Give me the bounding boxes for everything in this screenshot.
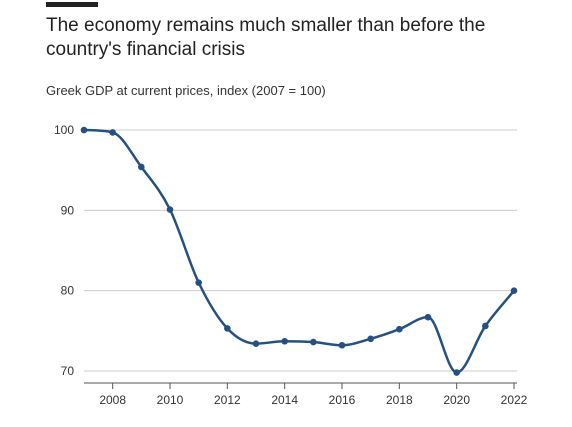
- data-point: [424, 313, 432, 321]
- tick-labels: 70 80 90 100 2008 2010 2012 2014 2016 2018 2020 202…: [54, 123, 528, 407]
- y-tick-label: 90: [61, 203, 75, 217]
- x-tick-label: 2010: [157, 393, 184, 407]
- data-point: [252, 340, 260, 347]
- x-tick-label: 2016: [329, 393, 356, 407]
- y-tick-label: 100: [54, 123, 74, 137]
- data-point: [510, 287, 518, 294]
- data-point: [224, 325, 231, 332]
- data-point: [109, 129, 116, 136]
- x-tick-label: 2020: [443, 393, 470, 407]
- series-line: [82, 128, 516, 374]
- data-point: [453, 369, 460, 376]
- x-tick-label: 2018: [386, 393, 413, 407]
- gridlines: [84, 129, 517, 372]
- x-tick-label: 2008: [99, 393, 126, 407]
- data-point: [310, 338, 317, 346]
- data-point: [482, 322, 489, 330]
- data-point: [338, 341, 346, 349]
- data-point: [281, 337, 288, 345]
- data-point: [396, 325, 403, 333]
- series-layer: [80, 126, 518, 376]
- x-tick-label: 2022: [501, 393, 528, 407]
- data-point: [138, 163, 145, 171]
- x-tick-label: 2012: [214, 393, 241, 407]
- x-tick-label: 2014: [271, 393, 298, 407]
- data-point: [166, 206, 174, 213]
- chart-subtitle: Greek GDP at current prices, index (2007…: [46, 83, 326, 98]
- data-point: [195, 279, 202, 286]
- y-tick-label: 80: [61, 284, 75, 298]
- x-axis: [84, 382, 517, 389]
- data-point: [80, 126, 88, 134]
- y-tick-label: 70: [61, 364, 75, 378]
- chart-title: The economy remains much smaller than be…: [46, 15, 486, 60]
- data-point: [367, 335, 374, 343]
- accent-bar: [46, 2, 98, 7]
